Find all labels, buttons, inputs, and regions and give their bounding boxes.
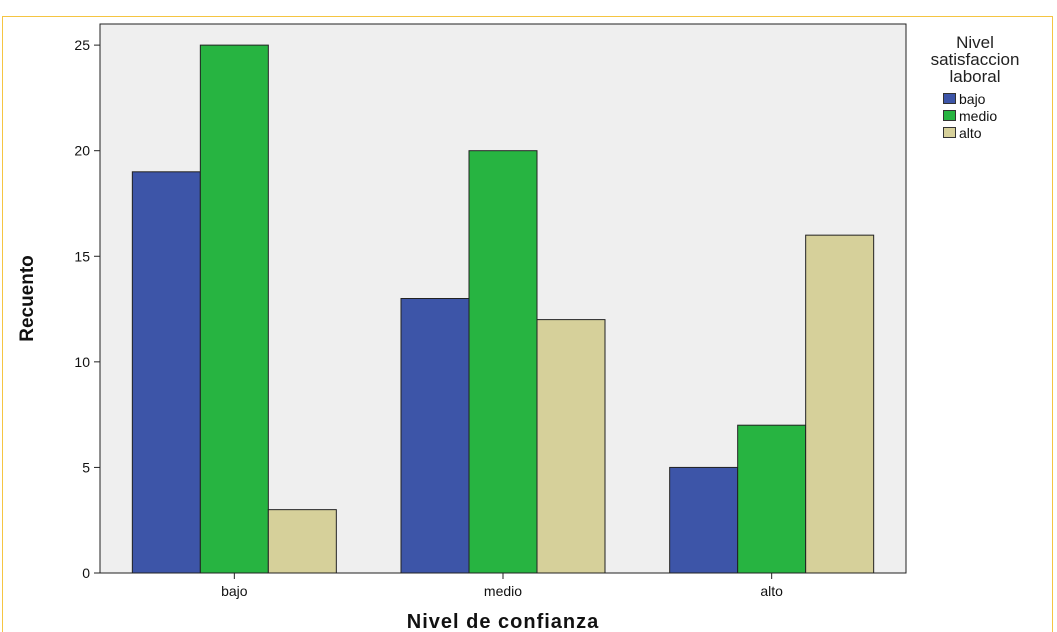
x-tick-label: bajo: [221, 583, 248, 599]
x-axis-title: Nivel de confianza: [407, 611, 600, 632]
legend-label: alto: [959, 124, 982, 141]
y-tick-label: 25: [74, 37, 90, 53]
legend-title: Nivel satisfaccion laboral: [916, 34, 1034, 85]
chart-frame-border: [2, 16, 1053, 632]
bar-bajo-bajo: [131, 171, 201, 574]
y-tick-label: 5: [82, 459, 90, 475]
bar-alto-alto: [805, 234, 875, 574]
legend-label: bajo: [959, 90, 986, 107]
legend-title-line: satisfaccion: [930, 50, 1020, 69]
bar-bajo-alto: [267, 509, 337, 574]
legend-label: medio: [959, 107, 998, 124]
bar-medio-alto: [536, 319, 606, 574]
x-tick-label: alto: [760, 583, 783, 599]
legend-item-medio: medio: [943, 107, 1056, 124]
legend-swatch: [943, 110, 956, 121]
bar-alto-bajo: [669, 466, 739, 574]
y-tick-label: 20: [74, 143, 90, 159]
bar-alto-medio: [737, 424, 807, 574]
bar-bajo-medio: [199, 44, 269, 574]
y-axis: 0 5 10 15 20 25: [74, 37, 100, 581]
legend-item-alto: alto: [943, 124, 1056, 141]
y-tick-label: 15: [74, 248, 90, 264]
legend-title-line: Nivel: [956, 33, 994, 52]
legend-title-line: laboral: [949, 67, 1001, 86]
bar-medio-medio: [468, 150, 538, 574]
legend-swatch: [943, 127, 956, 138]
legend-item-bajo: bajo: [943, 90, 1056, 107]
bar-medio-bajo: [400, 298, 470, 574]
x-axis: bajo medio alto: [221, 573, 783, 599]
legend-swatch: [943, 93, 956, 104]
legend-items: bajo medio alto: [916, 90, 1056, 141]
x-tick-label: medio: [484, 583, 522, 599]
y-tick-label: 10: [74, 354, 90, 370]
y-axis-title: Recuento: [17, 255, 38, 342]
legend: Nivel satisfaccion laboral bajo medio alto: [916, 34, 1056, 141]
bars-group: [131, 44, 875, 574]
y-tick-label: 0: [82, 565, 90, 581]
